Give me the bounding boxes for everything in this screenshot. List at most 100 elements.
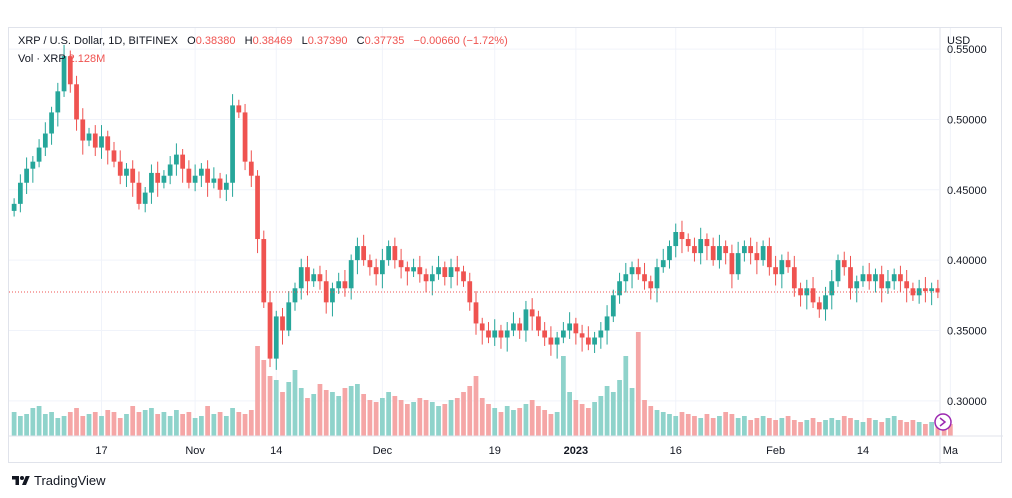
- candle-body: [130, 168, 136, 183]
- candle-body: [760, 246, 766, 261]
- volume-bar: [223, 416, 229, 436]
- candle-body: [236, 105, 242, 113]
- close-label: C: [356, 35, 365, 47]
- go-to-realtime-icon[interactable]: [934, 413, 952, 431]
- time-axis[interactable]: 17 Nov 14 Dec 19 2023 16 Feb 14 Ma: [95, 445, 959, 457]
- volume-bar: [311, 394, 317, 436]
- candle-body: [773, 267, 778, 275]
- volume-bar: [704, 414, 710, 436]
- candle-body: [916, 288, 922, 296]
- candle-body: [317, 274, 323, 282]
- volume-bar: [423, 400, 429, 436]
- volume-bar: [536, 406, 541, 436]
- candle-body: [142, 192, 148, 204]
- candle-body: [885, 281, 891, 289]
- candle-body: [473, 302, 479, 324]
- go-to-realtime-arrow: [939, 417, 947, 427]
- volume-bar: [436, 406, 441, 436]
- volume-bar: [67, 412, 73, 436]
- price-chart[interactable]: USD 0.300000.350000.400000.450000.500000…: [9, 28, 1003, 464]
- candle-body: [248, 161, 254, 176]
- candle-body: [404, 267, 410, 272]
- volume-bar: [879, 422, 885, 436]
- volume-bar: [80, 416, 86, 436]
- candle-body: [230, 105, 235, 183]
- volume-bar: [916, 422, 922, 436]
- candle-body: [298, 267, 304, 289]
- volume-bar: [273, 380, 279, 436]
- candle-body: [904, 281, 910, 289]
- candle-body: [342, 281, 348, 289]
- candle-body: [542, 330, 548, 338]
- tradingview-brand[interactable]: TradingView: [12, 473, 106, 488]
- volume-label[interactable]: Vol · XRP: [18, 53, 66, 65]
- candle-body: [748, 246, 754, 254]
- candle-body: [754, 253, 760, 261]
- volume-bar: [317, 384, 323, 436]
- volume-bar: [667, 414, 672, 436]
- candle-body: [654, 267, 660, 289]
- candle-body: [411, 267, 416, 272]
- volume-bar: [791, 420, 797, 436]
- volume-bar: [417, 398, 423, 436]
- candle-body: [604, 316, 610, 331]
- high-value: 0.38469: [252, 35, 293, 47]
- chart-frame[interactable]: USD 0.30000 0.35000 0.40000 0.45000 0.50000 0…: [8, 27, 1003, 464]
- price-tick-label: 0.35000: [947, 325, 987, 337]
- volume-bar: [554, 412, 560, 436]
- volume-bar: [404, 404, 410, 436]
- volume-bar: [217, 412, 223, 436]
- candle-body: [742, 246, 747, 254]
- volume-bar: [592, 402, 597, 436]
- candle-body: [61, 56, 67, 92]
- volume-bar: [685, 414, 691, 436]
- candle-body: [929, 288, 935, 292]
- time-tick-label: Ma: [943, 445, 959, 457]
- volume-bar: [511, 410, 516, 436]
- price-axis[interactable]: 0.30000 0.35000 0.40000 0.45000 0.50000 0.550…: [947, 44, 987, 408]
- candle-body: [692, 246, 697, 254]
- volume-bar: [473, 376, 479, 436]
- candle-body: [486, 330, 491, 338]
- volume-bar: [342, 388, 348, 436]
- price-tick-label: 0.40000: [947, 255, 987, 267]
- volume-bar: [248, 410, 254, 436]
- volume-bar: [623, 356, 629, 436]
- candle-body: [798, 288, 803, 296]
- high-label: H: [244, 35, 253, 47]
- time-tick-label: 2023: [564, 445, 588, 457]
- candle-body: [810, 288, 816, 303]
- volume-bar: [180, 414, 186, 436]
- volume-bar: [442, 404, 448, 436]
- candle-body: [879, 274, 885, 289]
- volume-bar: [74, 408, 79, 436]
- volume-bar: [542, 410, 548, 436]
- volume-bar: [579, 404, 585, 436]
- volume-bar: [117, 418, 123, 436]
- candle-body: [55, 91, 61, 113]
- candle-body: [567, 323, 572, 331]
- candle-body: [610, 295, 616, 317]
- volume-bar: [155, 414, 161, 436]
- volume-bar: [192, 418, 198, 436]
- candle-body: [635, 267, 641, 275]
- volume-bar: [873, 420, 878, 436]
- volume-bar: [754, 418, 760, 436]
- candle-body: [86, 133, 92, 141]
- candle-body: [710, 246, 716, 261]
- volume-bar: [267, 376, 273, 436]
- volume-bar: [866, 418, 872, 436]
- candle-body: [392, 246, 398, 261]
- volume-bar: [242, 414, 248, 436]
- volume-bar: [823, 420, 828, 436]
- candle-body: [585, 337, 591, 345]
- candle-body: [891, 274, 897, 282]
- candle-body: [860, 274, 866, 282]
- volume-bar: [841, 416, 847, 436]
- candle-body: [673, 232, 679, 247]
- symbol-title[interactable]: XRP / U.S. Dollar, 1D, BITFINEX: [18, 35, 178, 47]
- volume-bar: [205, 406, 210, 436]
- candle-body: [454, 267, 460, 272]
- candle-body: [511, 323, 516, 331]
- currency-label: USD: [947, 35, 970, 47]
